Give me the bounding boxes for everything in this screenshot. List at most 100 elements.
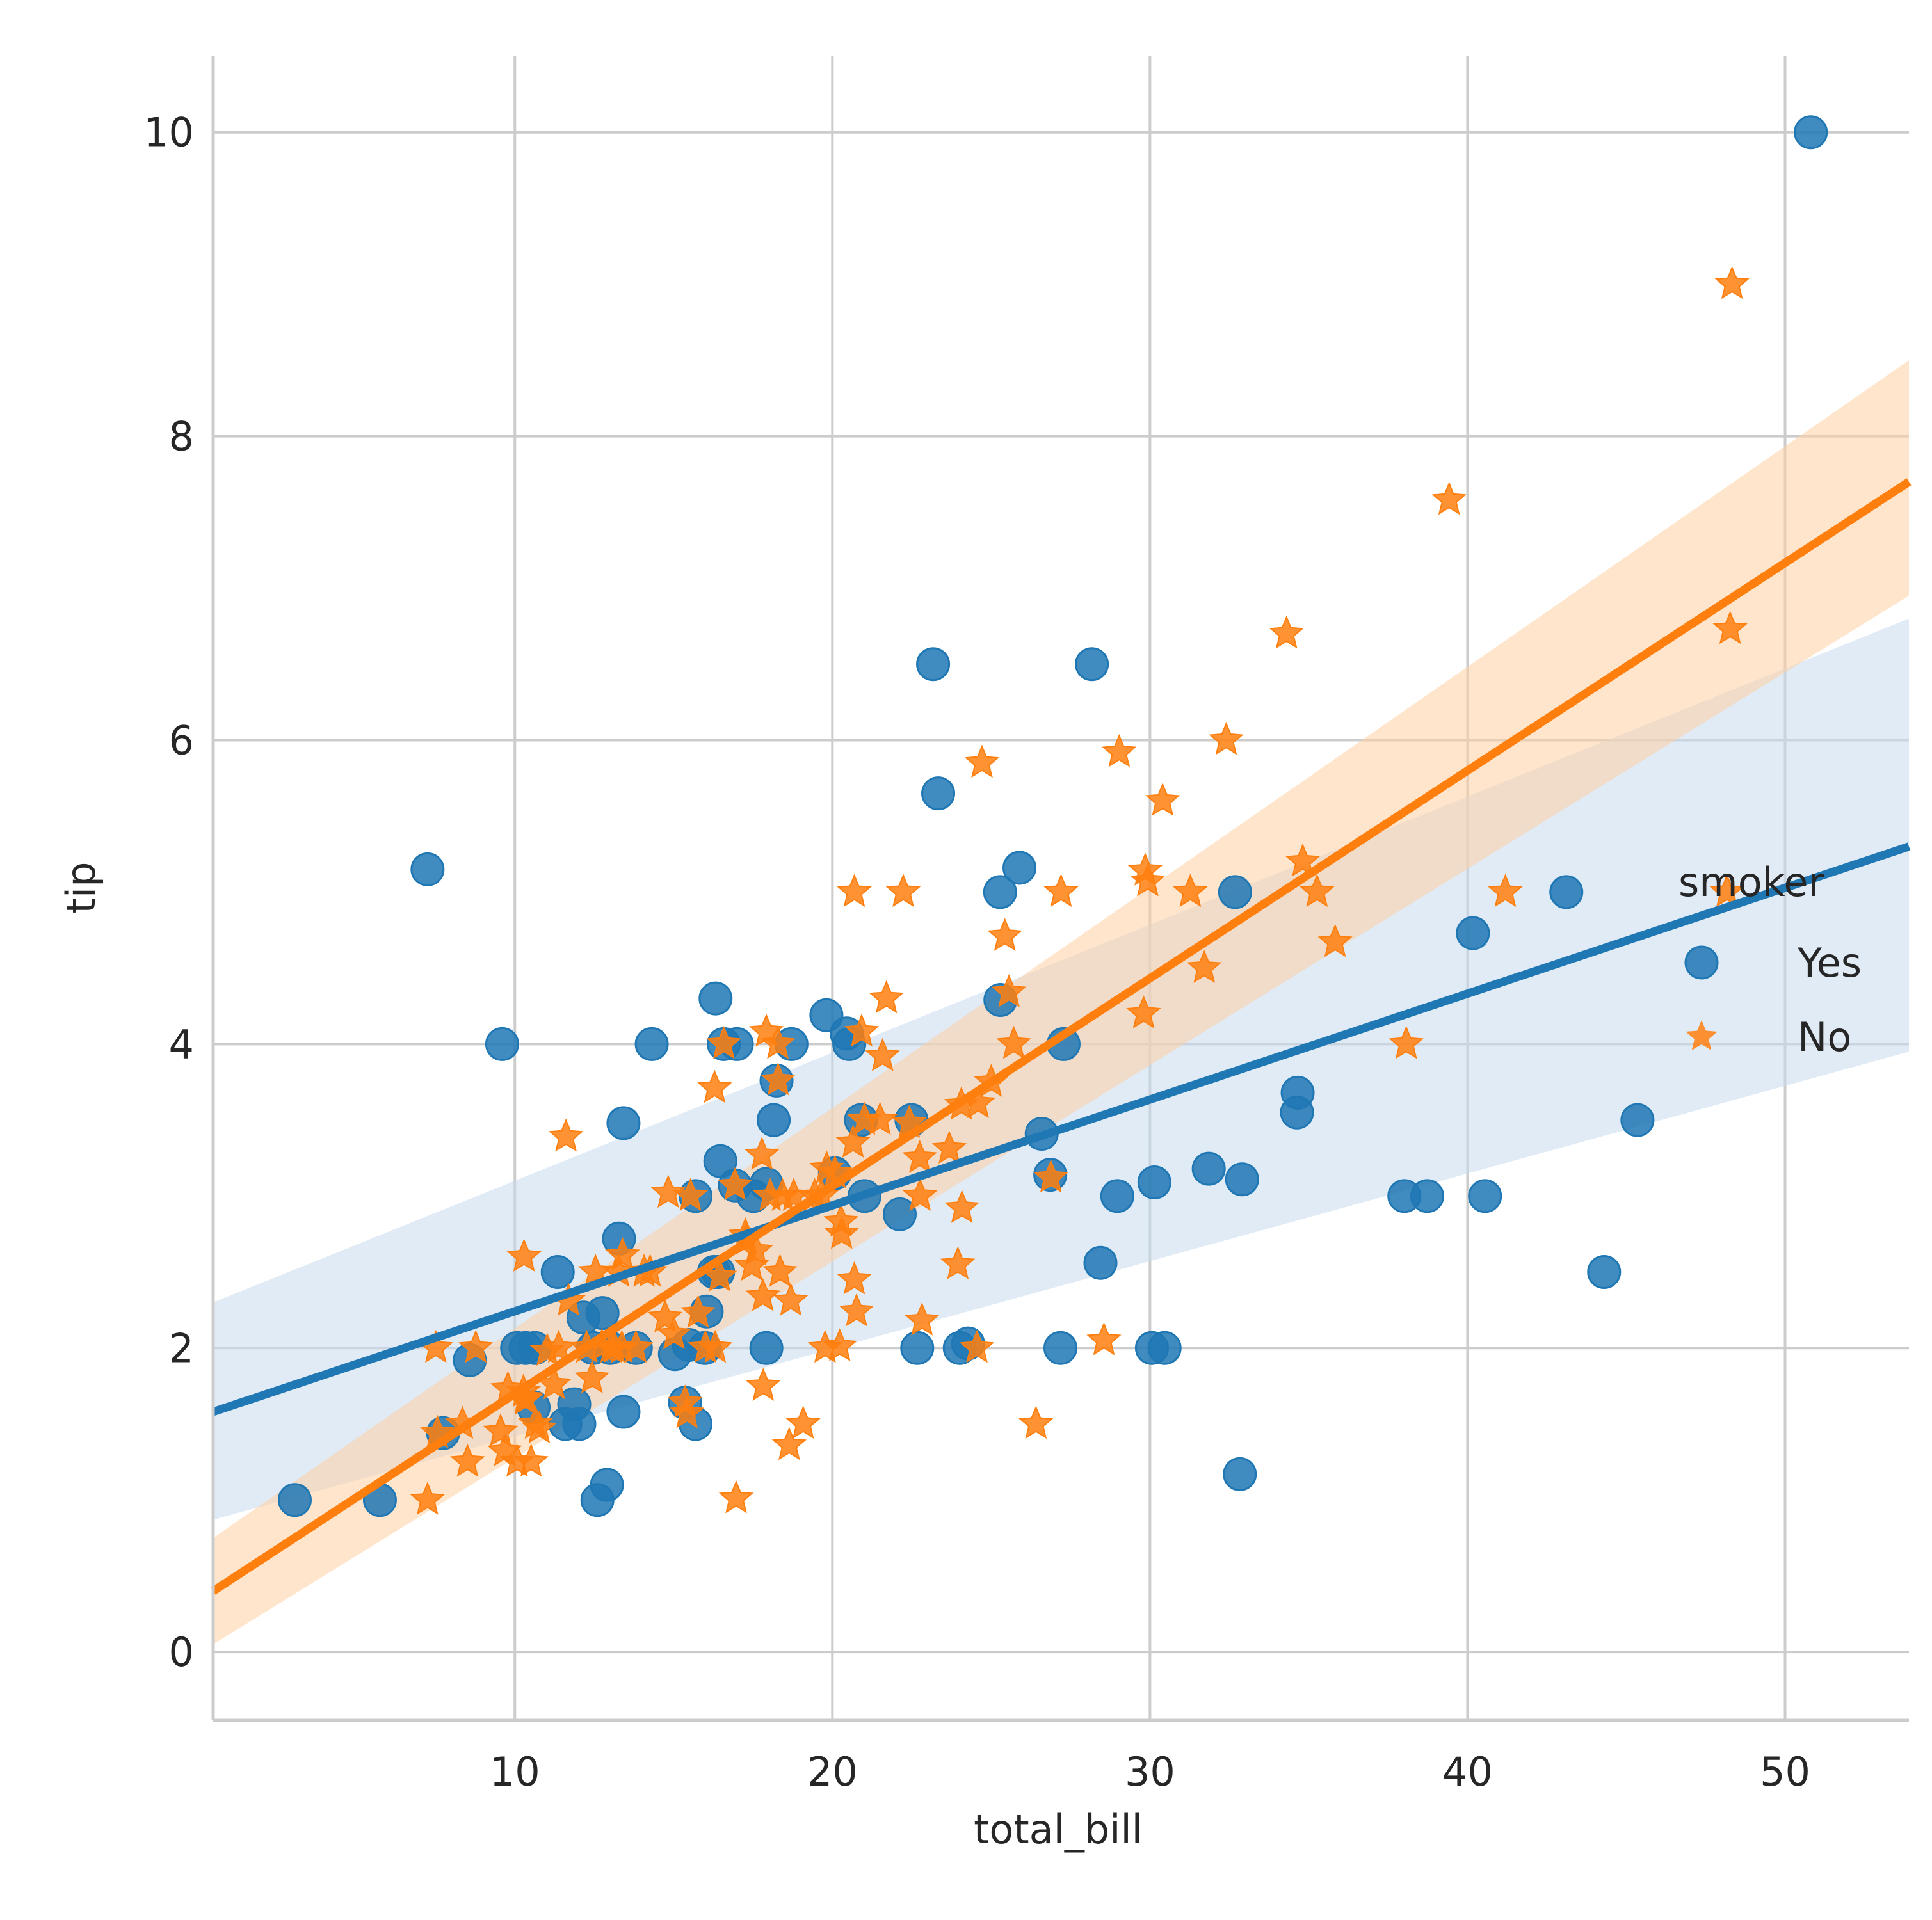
point-yes <box>410 852 445 886</box>
point-no <box>837 1261 872 1295</box>
point-no <box>1102 733 1137 767</box>
point-yes <box>1456 916 1490 950</box>
point-yes <box>749 1331 784 1365</box>
point-no <box>1317 924 1353 957</box>
point-yes <box>277 1483 312 1517</box>
point-no <box>1187 950 1222 983</box>
y-tick-label: 4 <box>169 1021 194 1068</box>
point-yes <box>921 776 956 811</box>
point-no <box>1712 611 1748 644</box>
point-no <box>673 1178 708 1212</box>
point-no <box>903 1178 938 1212</box>
point-no <box>680 1295 716 1328</box>
point-no <box>761 1062 796 1096</box>
point-yes <box>1468 1179 1502 1213</box>
point-no <box>824 1215 859 1249</box>
point-no <box>1086 1322 1122 1356</box>
point-no <box>450 1443 485 1477</box>
point-yes <box>1191 1151 1226 1186</box>
point-no <box>773 1283 809 1316</box>
point-no <box>618 1329 654 1363</box>
point-no <box>698 1329 733 1363</box>
x-tick-label: 10 <box>490 1748 540 1795</box>
x-axis-title: total_bill <box>974 1806 1143 1853</box>
point-no <box>746 1367 781 1401</box>
point-yes <box>634 1027 669 1061</box>
legend-title: smoker <box>1678 859 1824 906</box>
point-no <box>522 1410 557 1444</box>
legend-label-no: No <box>1798 1014 1851 1060</box>
point-no <box>717 1167 753 1201</box>
point-no <box>822 1328 857 1362</box>
point-no <box>959 1329 995 1363</box>
y-tick-label: 0 <box>169 1629 194 1676</box>
point-no <box>839 1293 874 1327</box>
legend-marker-no <box>1686 1020 1718 1050</box>
point-no <box>513 1443 549 1477</box>
point-no <box>905 1302 940 1336</box>
point-yes <box>1083 1245 1118 1280</box>
y-axis-title: tip <box>58 862 104 914</box>
point-no <box>1269 615 1304 649</box>
y-tick-label: 6 <box>169 717 194 764</box>
point-no <box>865 1037 900 1071</box>
point-no <box>837 874 872 908</box>
y-tick-label: 2 <box>169 1325 194 1372</box>
point-yes <box>698 981 733 1016</box>
point-yes <box>485 1027 519 1061</box>
point-yes <box>1225 1162 1259 1197</box>
point-yes <box>1218 875 1252 909</box>
point-no <box>1209 721 1244 755</box>
point-no <box>697 1069 732 1103</box>
point-yes <box>1147 1331 1182 1365</box>
point-no <box>1709 874 1744 908</box>
point-no <box>1126 995 1161 1029</box>
point-no <box>862 1101 898 1135</box>
point-yes <box>882 1197 917 1231</box>
point-no <box>1033 1159 1068 1193</box>
point-yes <box>590 1468 624 1502</box>
point-yes <box>1280 1075 1315 1110</box>
point-yes <box>562 1407 597 1441</box>
point-no <box>574 1360 609 1393</box>
point-yes <box>606 1106 641 1140</box>
x-tick-label: 30 <box>1125 1748 1175 1795</box>
point-yes <box>585 1296 620 1331</box>
point-yes <box>1794 115 1828 150</box>
point-no <box>835 1124 871 1158</box>
point-no <box>1285 843 1321 877</box>
point-yes <box>1100 1179 1134 1213</box>
point-no <box>1431 481 1467 515</box>
point-no <box>1043 874 1079 908</box>
point-no <box>885 874 921 908</box>
x-tick-label: 20 <box>807 1748 858 1795</box>
point-no <box>996 1025 1031 1059</box>
x-tick-labels: 10 20 30 40 50 <box>490 1748 1810 1795</box>
point-no <box>650 1174 686 1208</box>
point-yes <box>1223 1457 1257 1491</box>
point-no <box>902 1139 937 1173</box>
point-no <box>1130 863 1166 897</box>
point-no <box>410 1482 446 1515</box>
point-yes <box>1620 1103 1655 1137</box>
point-yes <box>900 1331 935 1365</box>
point-yes <box>1549 875 1584 909</box>
x-tick-label: 50 <box>1760 1748 1810 1795</box>
confidence-bands <box>213 360 1909 1645</box>
ci-band-no <box>213 360 1909 1645</box>
point-no <box>1145 782 1180 816</box>
y-tick-label: 8 <box>169 413 194 460</box>
x-tick-label: 40 <box>1442 1748 1493 1795</box>
y-tick-labels: 0 2 4 6 8 10 <box>143 109 194 1676</box>
point-no <box>762 1253 798 1287</box>
point-yes <box>1137 1165 1171 1199</box>
point-no <box>785 1405 821 1439</box>
point-no <box>483 1413 519 1447</box>
regression-line-no <box>211 478 1912 1595</box>
point-no <box>771 1427 807 1460</box>
point-no <box>964 744 1000 778</box>
point-no <box>506 1238 542 1272</box>
y-tick-label: 10 <box>143 109 194 156</box>
point-yes <box>606 1395 641 1429</box>
